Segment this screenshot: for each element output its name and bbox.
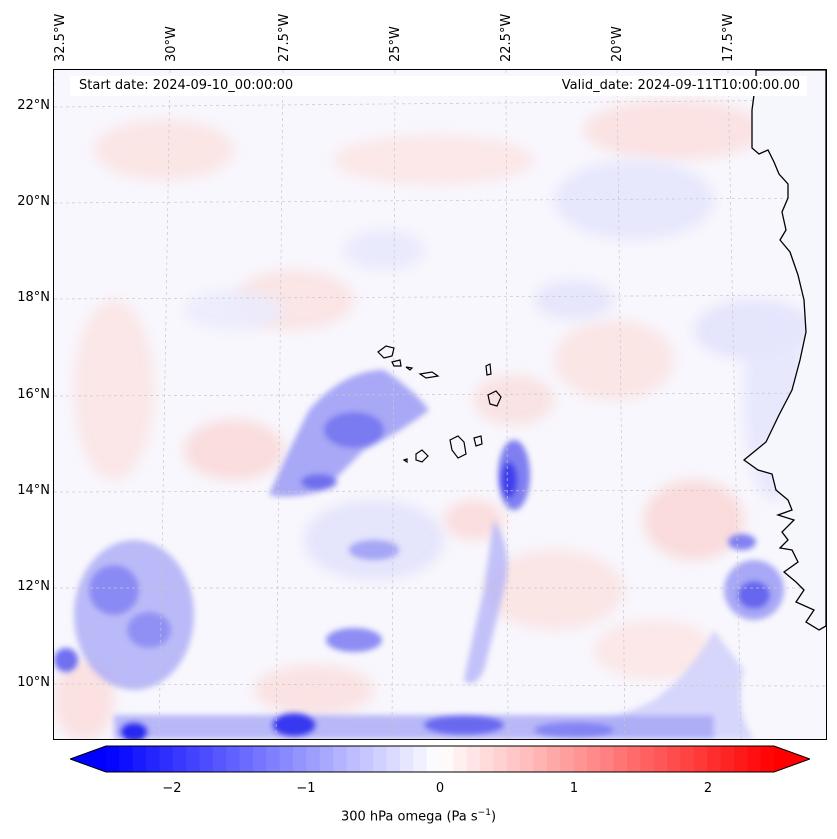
colorbar-cell [453,746,468,772]
colorbar-cell [546,746,561,772]
lat-label-20n: 20°N [17,194,50,209]
colorbar-cell [172,746,187,772]
colorbar-cell [319,746,334,772]
african-coastline [742,70,826,631]
lon-label-32-5w: 32.5°W [53,13,68,62]
gridlines [54,70,826,739]
colorbar-cell [346,746,361,772]
lat-label-10n: 10°N [17,675,50,690]
lon-label-22-5w: 22.5°W [499,13,514,62]
info-bar [70,76,807,96]
lat-label-14n: 14°N [17,483,50,498]
omega-field-map [54,70,826,739]
start-date-label: Start date: 2024-09-10_00:00:00 [79,78,294,93]
colorbar-cell [506,746,521,772]
colorbar-cell [680,746,695,772]
colorbar-cell [399,746,414,772]
colorbar-cell [693,746,708,772]
colorbar-cell [266,746,281,772]
colorbar-cell [106,746,120,772]
colorbar-cell [306,746,321,772]
colorbar-cell [373,746,388,772]
positive-omega-areas [54,100,764,739]
lon-label-27-5w: 27.5°W [277,13,292,62]
lat-label-16n: 16°N [17,387,50,402]
lon-label-17-5w: 17.5°W [721,13,736,62]
colorbar-cell [119,746,134,772]
cape-verde-islands [377,345,502,464]
colorbar-cell [186,746,201,772]
strong-ascent-areas [54,370,784,739]
lon-label-25w: 25°W [388,26,403,62]
colorbar-tick-0: 0 [435,781,445,796]
colorbar-cell [480,746,494,772]
colorbar-cell [667,746,681,772]
lon-label-30w: 30°W [164,26,179,62]
colorbar-cell [252,746,267,772]
colorbar-cell [132,746,147,772]
colorbar-cell [733,746,748,772]
colorbar-cell [413,746,428,772]
colorbar-cell [627,746,641,772]
colorbar-cell [466,746,481,772]
colorbar-cell [159,746,174,772]
valid-date-label: Valid_date: 2024-09-11T10:00:00.00 [561,78,800,93]
colorbar-cell [426,746,441,772]
colorbar-min-extend [70,746,106,772]
colorbar-label: 300 hPa omega (Pa s−1) [340,808,497,825]
colorbar-cell [760,746,775,772]
colorbar-tick-2: 2 [703,781,713,796]
colorbar-cell [440,746,454,772]
lat-label-22n: 22°N [17,98,50,113]
colorbar-cell [707,746,722,772]
colorbar-cell [520,746,535,772]
colorbar-cell [386,746,401,772]
colorbar-cell [199,746,214,772]
colorbar-tick-1: 1 [569,781,579,796]
colorbar-cell [560,746,575,772]
colorbar-max-extend [774,746,810,772]
colorbar-cell [333,746,347,772]
colorbar-cell [747,746,762,772]
colorbar-cell [146,746,160,772]
lon-label-20w: 20°W [610,26,625,62]
colorbar-cell [640,746,655,772]
colorbar-cell [573,746,588,772]
colorbar-cell [493,746,508,772]
colorbar-cell [586,746,601,772]
colorbar-cell [226,746,241,772]
colorbar [70,745,810,773]
lat-label-12n: 12°N [17,579,50,594]
colorbar-cell [212,746,227,772]
colorbar-cell [293,746,307,772]
colorbar-cell [653,746,668,772]
colorbar-cell [279,746,294,772]
colorbar-cell [239,746,254,772]
colorbar-cell [533,746,548,772]
colorbar-cell [600,746,615,772]
map-panel [53,69,827,740]
colorbar-cell [359,746,374,772]
lat-label-18n: 18°N [17,290,50,305]
colorbar-cell [720,746,735,772]
colorbar-tick-minus-2: −2 [162,781,182,796]
colorbar-tick-minus-1: −1 [296,781,316,796]
colorbar-cell [613,746,628,772]
